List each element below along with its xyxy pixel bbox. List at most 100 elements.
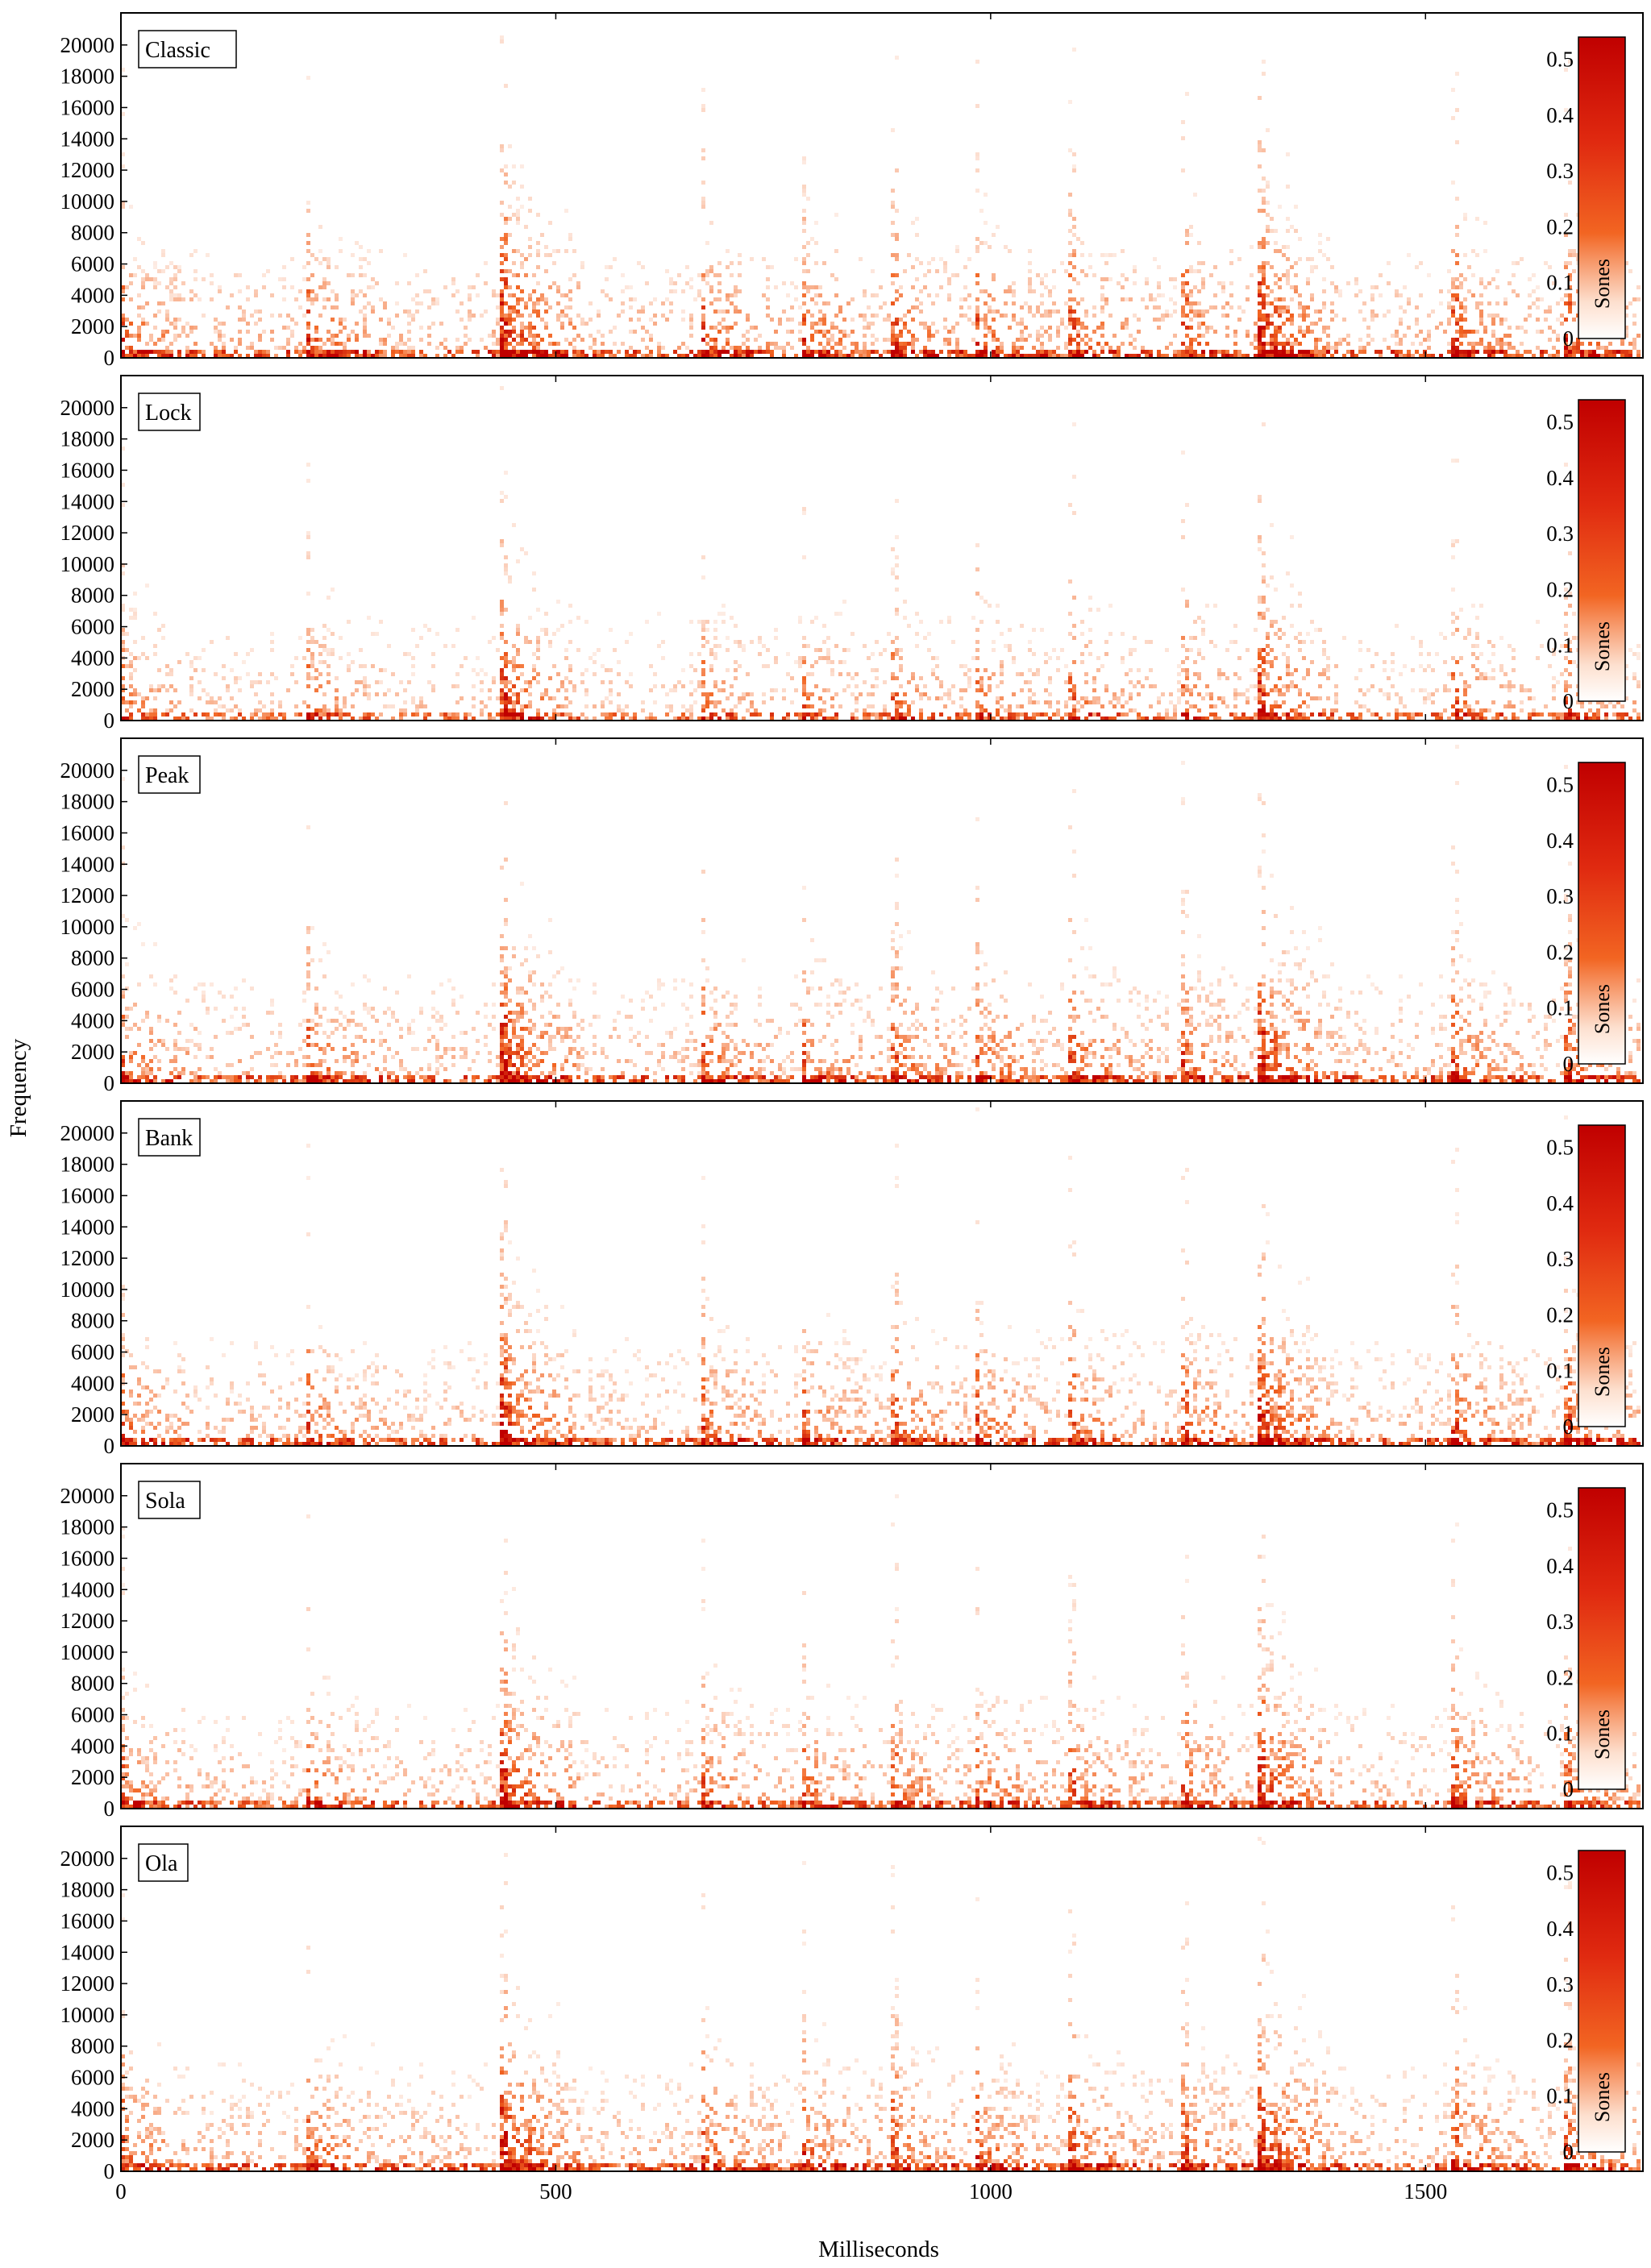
heat-cell: [141, 277, 145, 281]
heat-cell: [1383, 660, 1387, 664]
heat-cell: [1201, 656, 1205, 660]
heat-cell: [508, 334, 512, 338]
heat-cell: [1342, 636, 1346, 640]
heat-cell: [1262, 684, 1266, 688]
heat-cell: [609, 668, 613, 672]
heat-cell: [1028, 289, 1032, 293]
heat-cell: [947, 696, 951, 700]
heat-cell: [133, 1023, 137, 1027]
heat-cell: [1383, 314, 1387, 318]
heat-cell: [842, 334, 846, 338]
heat-cell: [1100, 346, 1104, 350]
heat-cell: [1346, 334, 1350, 338]
heat-cell: [399, 680, 403, 684]
heat-cell: [1419, 261, 1423, 265]
heat-cell: [1137, 712, 1141, 717]
heat-cell: [1270, 265, 1274, 269]
heat-cell: [1266, 326, 1270, 330]
heat-cell: [347, 652, 351, 656]
heat-cell: [165, 664, 169, 668]
heat-cell: [1274, 229, 1278, 233]
heat-cell: [1278, 205, 1282, 209]
heat-cell: [1471, 708, 1475, 712]
heat-cell: [1125, 277, 1129, 281]
heat-cell: [157, 1015, 161, 1019]
heat-cell: [1274, 305, 1278, 309]
heat-cell: [310, 289, 314, 293]
heat-cell: [713, 700, 717, 704]
heat-cell: [1258, 144, 1262, 148]
heat-cell: [198, 656, 202, 660]
heat-cell: [282, 346, 286, 350]
heat-cell: [641, 700, 645, 704]
heat-cell: [1358, 289, 1362, 293]
heat-cell: [536, 297, 540, 301]
heat-cell: [278, 704, 282, 708]
heat-cell: [1129, 652, 1133, 656]
heat-cell: [403, 350, 407, 354]
heat-cell: [915, 297, 919, 301]
heat-cell: [1262, 596, 1266, 600]
heat-cell: [927, 632, 931, 636]
heat-cell: [500, 600, 504, 604]
heat-cell: [1197, 326, 1201, 330]
heat-cell: [1108, 346, 1112, 350]
heat-cell: [1399, 672, 1403, 676]
heat-cell: [206, 1075, 210, 1079]
heat-cell: [677, 680, 681, 684]
heat-cell: [177, 293, 181, 297]
heat-cell: [689, 314, 693, 318]
heat-cell: [1072, 318, 1076, 322]
heat-cell: [818, 712, 822, 717]
heat-cell: [1294, 285, 1298, 289]
heat-cell: [1076, 301, 1080, 305]
heat-cell: [1459, 318, 1463, 322]
heat-cell: [822, 346, 826, 350]
heat-cell: [1266, 181, 1270, 185]
heat-cell: [242, 660, 246, 664]
heat-cell: [1463, 297, 1467, 301]
heat-cell: [198, 680, 202, 684]
heat-cell: [1076, 346, 1080, 350]
heat-cell: [500, 692, 504, 696]
heat-cell: [500, 499, 504, 503]
heat-cell: [1197, 241, 1201, 245]
heat-cell: [1169, 342, 1173, 346]
heat-cell: [883, 338, 887, 342]
heat-cell: [1322, 668, 1326, 672]
heat-cell: [1137, 330, 1141, 334]
heat-cell: [1189, 350, 1193, 354]
heat-cell: [1012, 692, 1016, 696]
heat-cell: [1096, 326, 1100, 330]
heat-cell: [786, 652, 790, 656]
heat-cell: [1512, 684, 1516, 688]
heat-cell: [1475, 712, 1479, 717]
heat-cell: [967, 257, 971, 261]
heat-cell: [310, 712, 314, 717]
heat-cell: [967, 684, 971, 688]
heat-cell: [1411, 668, 1415, 672]
heat-cell: [500, 612, 504, 616]
heat-cell: [508, 205, 512, 209]
heat-cell: [1084, 696, 1088, 700]
heat-cell: [798, 322, 802, 326]
heat-cell: [314, 688, 318, 692]
heat-cell: [169, 350, 173, 354]
heat-cell: [173, 974, 177, 978]
heat-cell: [1459, 656, 1463, 660]
heat-cell: [484, 704, 488, 708]
heat-cell: [1278, 297, 1282, 301]
heat-cell: [1157, 696, 1161, 700]
heat-cell: [568, 712, 572, 717]
heat-cell: [516, 696, 520, 700]
heat-cell: [689, 326, 693, 330]
heat-cell: [605, 350, 609, 354]
heat-cell: [681, 704, 685, 708]
heat-cell: [931, 257, 935, 261]
heat-cell: [153, 942, 157, 946]
heat-cell: [1463, 680, 1467, 684]
heat-cell: [576, 648, 580, 652]
heat-cell: [609, 680, 613, 684]
heat-cell: [963, 708, 967, 712]
heat-cell: [133, 257, 137, 261]
